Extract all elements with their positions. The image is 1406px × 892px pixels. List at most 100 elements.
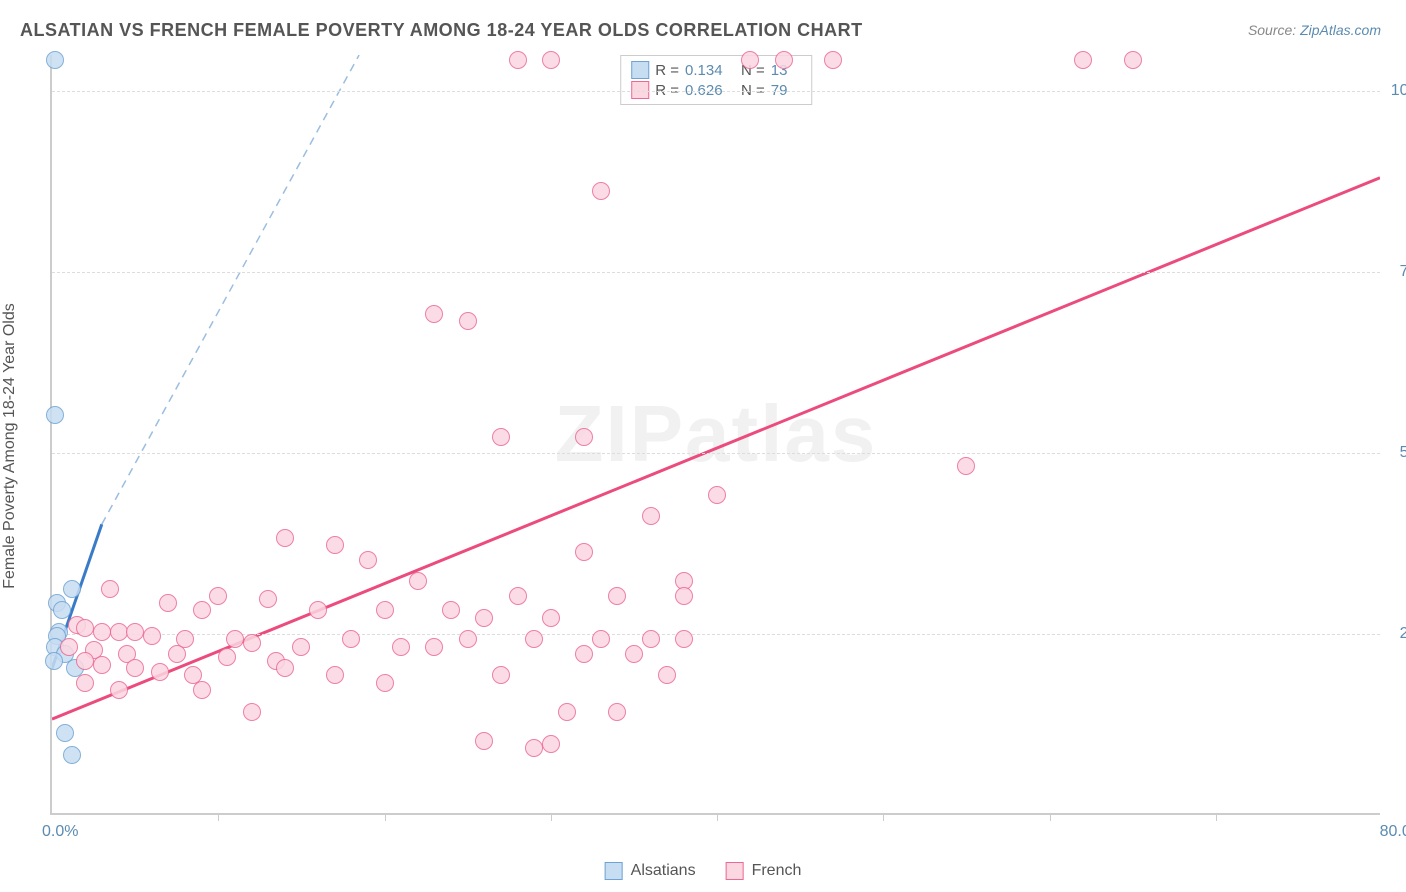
- x-tick: [218, 813, 219, 821]
- x-tick: [1050, 813, 1051, 821]
- data-point: [708, 486, 726, 504]
- data-point: [126, 659, 144, 677]
- y-tick-label: 25.0%: [1400, 625, 1406, 643]
- data-point: [525, 739, 543, 757]
- gridline: [52, 453, 1380, 454]
- data-point: [542, 51, 560, 69]
- legend-swatch: [605, 862, 623, 880]
- source-prefix: Source:: [1248, 22, 1300, 38]
- stats-legend-row: R =0.626N =79: [631, 80, 801, 100]
- stats-r-value: 0.626: [685, 82, 735, 99]
- data-point: [409, 572, 427, 590]
- data-point: [56, 724, 74, 742]
- stats-n-label: N =: [741, 82, 765, 99]
- x-tick: [551, 813, 552, 821]
- source-link[interactable]: ZipAtlas.com: [1300, 22, 1381, 38]
- data-point: [63, 580, 81, 598]
- data-point: [608, 587, 626, 605]
- data-point: [110, 623, 128, 641]
- data-point: [243, 634, 261, 652]
- data-point: [376, 674, 394, 692]
- y-tick-label: 75.0%: [1400, 263, 1406, 281]
- stats-r-value: 0.134: [685, 62, 735, 79]
- data-point: [76, 619, 94, 637]
- trend-lines-layer: [52, 55, 1380, 813]
- data-point: [475, 732, 493, 750]
- legend-item: Alsatians: [605, 862, 696, 880]
- data-point: [259, 590, 277, 608]
- data-point: [542, 735, 560, 753]
- stats-n-value: 79: [771, 82, 801, 99]
- data-point: [392, 638, 410, 656]
- data-point: [46, 406, 64, 424]
- data-point: [309, 601, 327, 619]
- data-point: [459, 312, 477, 330]
- x-tick: [385, 813, 386, 821]
- data-point: [642, 630, 660, 648]
- data-point: [376, 601, 394, 619]
- data-point: [558, 703, 576, 721]
- data-point: [276, 529, 294, 547]
- data-point: [509, 51, 527, 69]
- data-point: [509, 587, 527, 605]
- data-point: [143, 627, 161, 645]
- data-point: [775, 51, 793, 69]
- data-point: [276, 659, 294, 677]
- gridline: [52, 91, 1380, 92]
- x-axis-origin-label: 0.0%: [42, 823, 78, 841]
- data-point: [193, 601, 211, 619]
- y-tick-label: 100.0%: [1391, 82, 1406, 100]
- data-point: [492, 666, 510, 684]
- data-point: [525, 630, 543, 648]
- watermark-text: ZIPatlas: [555, 388, 878, 480]
- data-point: [243, 703, 261, 721]
- legend-item: French: [726, 862, 802, 880]
- data-point: [326, 666, 344, 684]
- legend-label: French: [752, 862, 802, 880]
- x-tick: [1216, 813, 1217, 821]
- data-point: [63, 746, 81, 764]
- data-point: [1074, 51, 1092, 69]
- data-point: [45, 652, 63, 670]
- data-point: [76, 674, 94, 692]
- data-point: [101, 580, 119, 598]
- x-axis-max-label: 80.0%: [1380, 823, 1406, 841]
- data-point: [575, 428, 593, 446]
- data-point: [292, 638, 310, 656]
- legend-swatch: [726, 862, 744, 880]
- legend-swatch: [631, 81, 649, 99]
- data-point: [425, 638, 443, 656]
- data-point: [110, 681, 128, 699]
- data-point: [93, 656, 111, 674]
- legend-swatch: [631, 61, 649, 79]
- data-point: [642, 507, 660, 525]
- data-point: [53, 601, 71, 619]
- data-point: [342, 630, 360, 648]
- data-point: [824, 51, 842, 69]
- data-point: [741, 51, 759, 69]
- data-point: [126, 623, 144, 641]
- y-axis-label: Female Poverty Among 18-24 Year Olds: [1, 303, 19, 589]
- bottom-legend: Alsatians French: [605, 862, 802, 880]
- data-point: [168, 645, 186, 663]
- plot-area: ZIPatlas R =0.134N =13R =0.626N =79 0.0%…: [50, 55, 1380, 815]
- data-point: [226, 630, 244, 648]
- gridline: [52, 272, 1380, 273]
- data-point: [575, 543, 593, 561]
- data-point: [60, 638, 78, 656]
- data-point: [218, 648, 236, 666]
- chart-title: ALSATIAN VS FRENCH FEMALE POVERTY AMONG …: [20, 20, 863, 41]
- y-tick-label: 50.0%: [1400, 444, 1406, 462]
- legend-label: Alsatians: [631, 862, 696, 880]
- data-point: [46, 51, 64, 69]
- data-point: [326, 536, 344, 554]
- data-point: [93, 623, 111, 641]
- data-point: [442, 601, 460, 619]
- data-point: [575, 645, 593, 663]
- data-point: [76, 652, 94, 670]
- data-point: [193, 681, 211, 699]
- data-point: [475, 609, 493, 627]
- data-point: [459, 630, 477, 648]
- data-point: [592, 182, 610, 200]
- data-point: [675, 587, 693, 605]
